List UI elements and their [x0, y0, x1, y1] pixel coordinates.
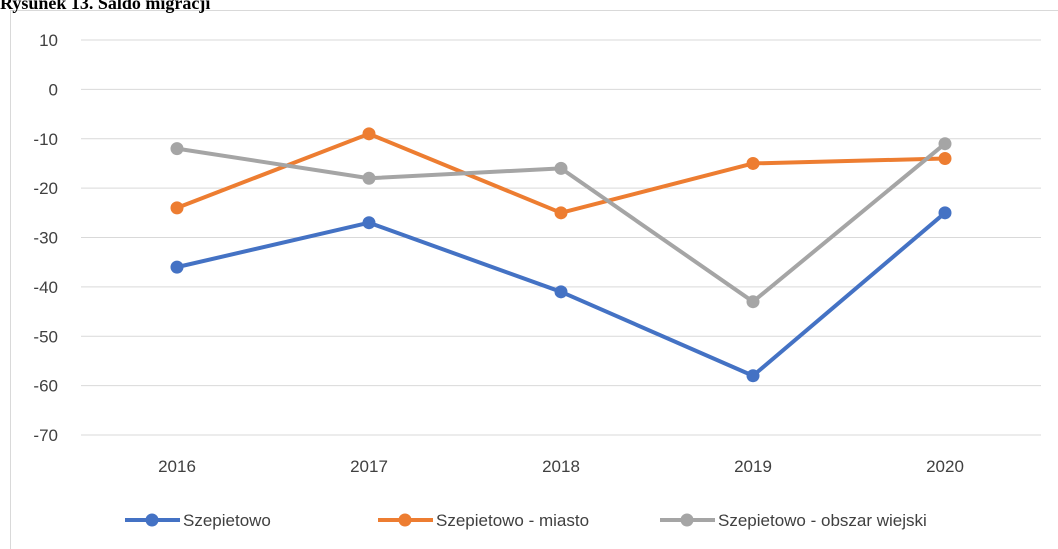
data-point: [362, 171, 376, 185]
data-point: [746, 369, 760, 383]
x-tick-label: 2020: [926, 457, 964, 476]
y-tick-label: -30: [33, 229, 58, 248]
x-tick-label: 2018: [542, 457, 580, 476]
data-point: [170, 142, 184, 156]
y-tick-label: -40: [33, 278, 58, 297]
data-point: [554, 206, 568, 220]
chart-title: Rysunek 13. Saldo migracji: [0, 0, 210, 13]
x-tick-label: 2019: [734, 457, 772, 476]
data-point: [746, 295, 760, 309]
legend-label: Szepietowo - miasto: [436, 511, 589, 530]
legend-label: Szepietowo: [183, 511, 271, 530]
data-point: [746, 156, 760, 170]
y-tick-label: -20: [33, 179, 58, 198]
data-point: [938, 152, 952, 165]
x-tick-label: 2016: [158, 457, 196, 476]
data-point: [362, 127, 376, 141]
legend-marker: [145, 513, 159, 527]
data-point: [362, 216, 376, 230]
legend-label: Szepietowo - obszar wiejski: [718, 511, 927, 530]
legend-marker: [680, 513, 694, 527]
data-point: [170, 201, 184, 215]
data-point: [554, 285, 568, 299]
legend-marker: [398, 513, 412, 527]
y-tick-label: -70: [33, 426, 58, 445]
y-tick-label: 10: [39, 31, 58, 50]
data-point: [554, 161, 568, 175]
chart-frame: [10, 10, 1058, 549]
y-tick-label: 0: [49, 80, 58, 99]
data-point: [938, 137, 952, 151]
x-tick-label: 2017: [350, 457, 388, 476]
y-tick-label: -50: [33, 327, 58, 346]
data-point: [170, 260, 184, 274]
y-tick-label: -10: [33, 130, 58, 149]
y-tick-label: -60: [33, 377, 58, 396]
data-point: [938, 206, 952, 220]
